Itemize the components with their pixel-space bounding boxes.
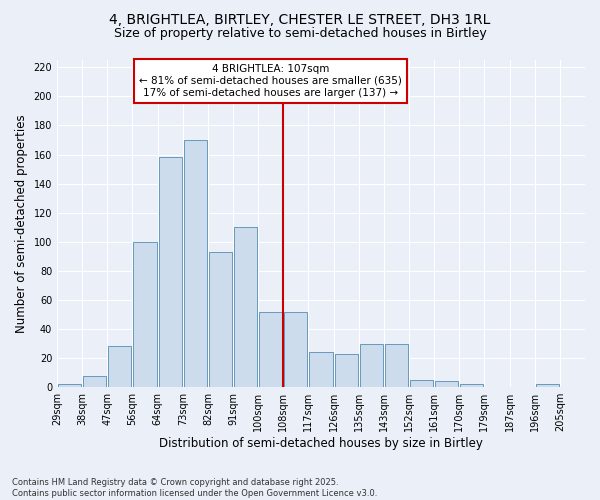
Bar: [234, 227, 257, 387]
Bar: [184, 140, 207, 387]
Bar: [109, 346, 131, 387]
Bar: [360, 344, 383, 387]
Text: 4, BRIGHTLEA, BIRTLEY, CHESTER LE STREET, DH3 1RL: 4, BRIGHTLEA, BIRTLEY, CHESTER LE STREET…: [109, 12, 491, 26]
Bar: [83, 376, 106, 387]
Bar: [259, 312, 283, 387]
Bar: [410, 380, 433, 387]
Y-axis label: Number of semi-detached properties: Number of semi-detached properties: [15, 114, 28, 333]
Bar: [536, 384, 559, 387]
Bar: [460, 384, 484, 387]
Bar: [209, 252, 232, 387]
Bar: [158, 158, 182, 387]
Bar: [58, 384, 81, 387]
Bar: [310, 352, 332, 387]
Bar: [335, 354, 358, 387]
X-axis label: Distribution of semi-detached houses by size in Birtley: Distribution of semi-detached houses by …: [159, 437, 483, 450]
Bar: [435, 382, 458, 387]
Bar: [385, 344, 408, 387]
Bar: [284, 312, 307, 387]
Text: Size of property relative to semi-detached houses in Birtley: Size of property relative to semi-detach…: [113, 28, 487, 40]
Bar: [133, 242, 157, 387]
Text: Contains HM Land Registry data © Crown copyright and database right 2025.
Contai: Contains HM Land Registry data © Crown c…: [12, 478, 377, 498]
Text: 4 BRIGHTLEA: 107sqm
← 81% of semi-detached houses are smaller (635)
17% of semi-: 4 BRIGHTLEA: 107sqm ← 81% of semi-detach…: [139, 64, 402, 98]
